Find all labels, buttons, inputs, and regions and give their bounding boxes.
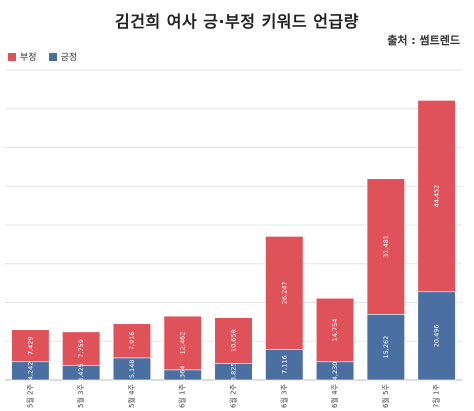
value-label-positive: 15,262 [382, 336, 390, 359]
x-tick-label: 5월 2주 [25, 383, 34, 408]
bar-negative [62, 331, 101, 366]
legend-swatch-positive [48, 52, 57, 61]
bar-negative [112, 323, 152, 359]
x-tick-label: 6월 3주 [279, 383, 288, 408]
bar-negative [366, 178, 405, 315]
chart-legend: 부정 긍정 [8, 50, 77, 63]
bar-negative [11, 329, 50, 363]
legend-swatch-negative [8, 52, 16, 61]
legend-label-negative: 부정 [20, 53, 37, 63]
x-tick-label: 7월 1주 [432, 383, 441, 408]
x-tick-label: 5월 3주 [76, 383, 85, 408]
value-label-negative: 31,481 [382, 235, 390, 258]
value-label-negative: 14,754 [331, 319, 339, 342]
value-label-negative: 10,658 [230, 329, 238, 352]
value-label-positive: 4,230 [331, 362, 339, 381]
legend-item-negative: 부정 [8, 50, 37, 63]
value-label-negative: 7,759 [77, 339, 85, 358]
value-label-negative: 7,916 [128, 331, 136, 350]
x-tick-label: 6월 1주 [178, 383, 187, 408]
value-label-negative: 12,462 [179, 332, 187, 355]
value-label-positive: 2,364 [179, 366, 187, 385]
bar-negative [265, 236, 304, 350]
value-label-positive: 3,825 [230, 362, 238, 381]
value-label-negative: 7,429 [26, 336, 34, 355]
bar-negative [315, 297, 355, 363]
legend-label-positive: 긍정 [60, 53, 78, 63]
bar-negative [417, 100, 456, 293]
value-label-negative: 26,247 [280, 281, 288, 304]
x-tick-label: 6월 4주 [330, 383, 339, 408]
value-label-positive: 7,116 [280, 355, 288, 374]
chart-title: 김건희 여사 긍·부정 키워드 언급량 [115, 12, 359, 31]
x-tick-label: 6월 2주 [229, 383, 238, 408]
x-tick-label: 6월 5주 [381, 383, 390, 408]
legend-item-positive: 긍정 [48, 50, 78, 63]
value-label-positive: 5,148 [128, 360, 136, 379]
x-tick-label: 5월 4주 [127, 383, 136, 408]
value-label-positive: 4,242 [26, 362, 34, 381]
bar-negative [214, 317, 253, 364]
bar-positive [366, 313, 405, 381]
bar-positive [417, 291, 456, 381]
bar-negative [163, 315, 202, 371]
value-label-negative: 44,452 [433, 185, 441, 208]
value-label-positive: 3,425 [77, 363, 85, 382]
bar-positive [265, 349, 304, 381]
chart-source: 출처 : 썸트렌드 [387, 34, 460, 47]
value-label-positive: 20,496 [433, 325, 441, 348]
